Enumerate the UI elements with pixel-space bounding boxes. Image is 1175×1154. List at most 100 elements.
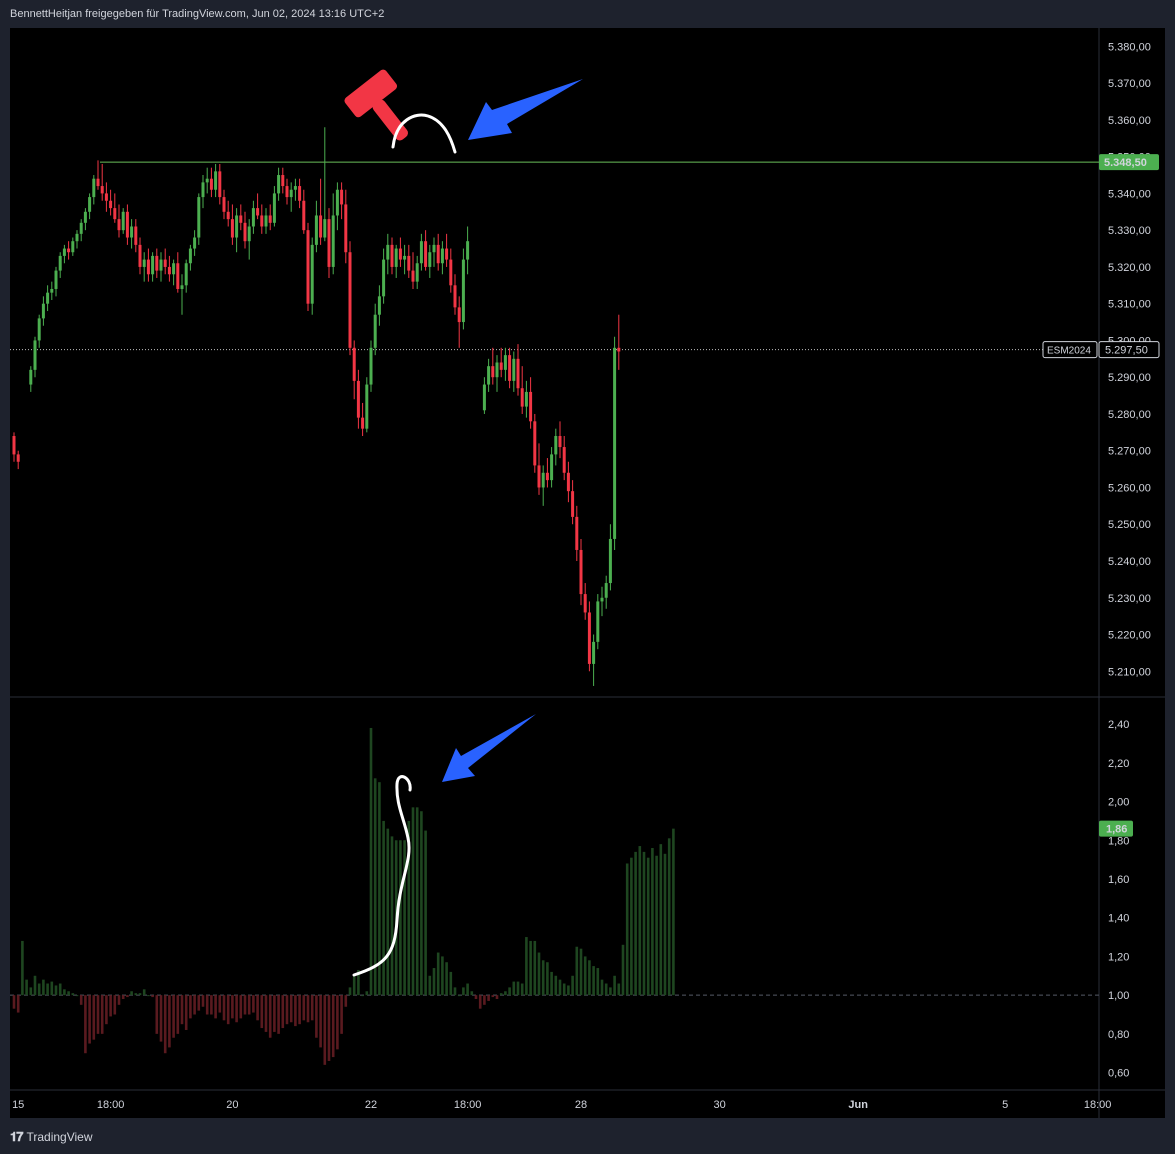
candle-body — [419, 241, 423, 264]
volume-pane[interactable] — [10, 727, 1099, 1065]
volume-bar — [323, 995, 327, 1065]
candle-body — [306, 230, 310, 304]
volume-bar — [100, 995, 104, 1034]
volume-bar — [373, 778, 377, 996]
candle-body — [277, 175, 281, 194]
price-tick-label: 5.310,00 — [1108, 299, 1151, 311]
volume-bar — [411, 807, 415, 996]
candle-body — [293, 186, 297, 190]
volume-bar — [310, 995, 314, 1021]
price-tick-label: 5.280,00 — [1108, 409, 1151, 421]
volume-bar — [201, 995, 205, 1007]
candle-body — [520, 388, 524, 407]
candle-body — [499, 362, 503, 370]
candle-body — [512, 358, 516, 381]
candle-body — [201, 182, 205, 198]
volume-bar — [596, 968, 600, 996]
volume-bar — [407, 820, 411, 996]
volume-tick-label: 0,60 — [1108, 1068, 1129, 1080]
volume-bar — [277, 995, 280, 1034]
volume-bar — [529, 940, 532, 996]
price-tick-label: 5.320,00 — [1108, 262, 1151, 274]
volume-bar — [168, 995, 171, 1048]
volume-tick-label: 2,20 — [1108, 758, 1129, 770]
volume-bar — [289, 995, 293, 1023]
candle-body — [407, 255, 411, 271]
candle-body — [41, 303, 45, 319]
volume-bar — [352, 975, 356, 996]
volume-bar — [42, 979, 45, 996]
price-axis[interactable]: 5.380,005.370,005.360,005.350,005.340,00… — [1042, 41, 1160, 678]
volume-bar — [541, 960, 545, 996]
volume-bar — [315, 995, 318, 1038]
volume-axis[interactable]: 2,40 2,20 2,00 1,80 1,60 1,40 1,20 1,00 0,80 0,60… — [1099, 719, 1133, 1080]
candle-body — [449, 259, 453, 286]
volume-bar — [663, 853, 667, 996]
time-axis[interactable]: 15 18:00 20 22 18:00 28 30 Jun 5 18:00 — [12, 1099, 1111, 1111]
volume-bar — [554, 975, 558, 996]
volume-bar — [214, 995, 217, 1019]
volume-bar — [436, 952, 440, 996]
volume-bar — [142, 989, 146, 996]
blue-arrow-icon — [442, 714, 536, 782]
volume-bar — [386, 828, 390, 996]
volume-bar — [546, 962, 549, 996]
volume-bar — [218, 995, 222, 1013]
candle-body — [533, 421, 537, 466]
volume-bar — [667, 838, 671, 996]
volume-bar — [575, 946, 579, 996]
current-price-badge — [1098, 341, 1160, 359]
tradingview-logo[interactable]: 𝟏𝟕 TradingView — [10, 1129, 93, 1145]
volume-bar — [302, 995, 306, 1021]
candle-body — [37, 318, 41, 341]
candle-body — [256, 208, 260, 216]
candle-body — [302, 200, 306, 231]
symbol-badge — [1042, 341, 1098, 359]
time-tick-label: Jun — [848, 1099, 868, 1111]
candle-body — [583, 594, 587, 613]
volume-last-label: 1,86 — [1106, 824, 1127, 836]
candle-body — [239, 215, 243, 223]
candle-body — [281, 175, 285, 187]
chart-credit-text: BennettHeitjan freigegeben für TradingVi… — [10, 8, 385, 20]
candle-body — [46, 292, 50, 304]
candle-body — [503, 355, 507, 370]
volume-bar — [604, 983, 608, 996]
candle-body — [134, 226, 138, 245]
candle-body — [440, 248, 444, 264]
candle-body — [268, 215, 272, 223]
volume-bar — [147, 995, 150, 997]
candle-body — [487, 366, 491, 385]
time-tick-label: 28 — [575, 1099, 587, 1111]
volume-bar — [646, 857, 650, 996]
volume-bar — [105, 995, 108, 1025]
price-tick-label: 5.220,00 — [1108, 630, 1151, 642]
candle-body — [457, 307, 461, 323]
volume-bar — [487, 995, 490, 1001]
time-tick-label: 5 — [1002, 1099, 1008, 1111]
candle-body — [394, 248, 398, 267]
volume-bar — [537, 952, 541, 996]
candle-body — [146, 259, 150, 275]
volume-bar — [466, 983, 469, 996]
volume-bar — [478, 995, 482, 1009]
volume-bar — [193, 995, 196, 1015]
candle-body — [516, 358, 520, 389]
candle-body — [121, 211, 125, 231]
candle-body — [495, 362, 499, 378]
volume-bar — [63, 989, 66, 996]
candle-body — [92, 178, 96, 198]
volume-bar — [516, 981, 520, 996]
volume-bar — [609, 987, 612, 996]
candle-body — [75, 233, 79, 242]
volume-bar — [37, 983, 41, 996]
volume-bar — [16, 995, 20, 1013]
volume-bar — [348, 987, 352, 996]
candle-body — [298, 186, 302, 201]
candle-body — [205, 178, 209, 183]
price-pane[interactable] — [10, 127, 1099, 686]
price-tick-label: 5.240,00 — [1108, 556, 1151, 568]
candle-body — [411, 270, 415, 282]
candle-body — [356, 380, 360, 418]
